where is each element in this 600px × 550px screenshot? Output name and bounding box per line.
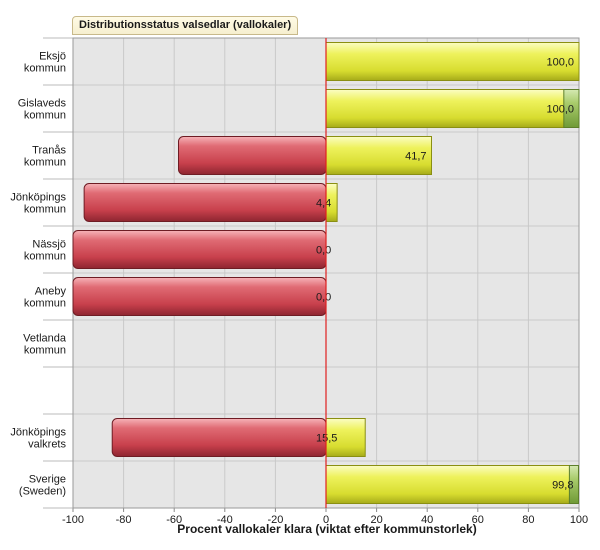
x-tick-label: -80 <box>116 514 132 526</box>
bar-ready <box>325 465 579 504</box>
data-label: 4,4 <box>316 198 331 210</box>
y-category-label-line: Sverige <box>29 474 66 486</box>
x-tick-label: 0 <box>323 514 329 526</box>
y-category-label: Eksjö kommun <box>24 51 66 75</box>
data-label: 15,5 <box>316 433 337 445</box>
bar-ready <box>325 42 580 81</box>
y-category-label-line: Aneby <box>35 286 67 298</box>
y-category-label-line: valkrets <box>28 439 66 451</box>
y-category-label-line: kommun <box>24 204 66 216</box>
bar-ready <box>325 89 580 128</box>
data-label: 0,0 <box>316 245 331 257</box>
y-category-label-line: Vetlanda <box>23 333 67 345</box>
y-category-label: Tranås kommun <box>24 145 67 169</box>
data-label: 100,0 <box>546 104 574 116</box>
y-category-label-line: kommun <box>24 298 66 310</box>
x-axis-title: Procent vallokaler klara (viktat efter k… <box>177 522 476 536</box>
y-category-label: Gislaveds kommun <box>18 98 67 122</box>
data-label: 0,0 <box>316 292 331 304</box>
x-tick-label: -100 <box>62 514 84 526</box>
y-category-label-line: Jönköpings <box>10 192 66 204</box>
bar-not-ready <box>111 418 327 457</box>
bar-segment-green <box>568 465 579 504</box>
y-category-label: Vetlanda kommun <box>23 333 67 357</box>
y-category-label-line: kommun <box>24 251 66 263</box>
y-category-label-line: kommun <box>24 157 66 169</box>
bar-ready <box>325 418 366 457</box>
y-category-label: Nässjö kommun <box>24 239 66 263</box>
y-category-label-line: Eksjö <box>39 51 66 63</box>
y-category-label: Aneby kommun <box>24 286 67 310</box>
bar-not-ready <box>72 230 327 269</box>
y-category-label-line: Tranås <box>32 145 66 157</box>
y-category-label: Jönköpings valkrets <box>10 427 66 451</box>
y-category-label-line: Jönköpings <box>10 427 66 439</box>
data-label: 99,8 <box>552 480 573 492</box>
y-category-label-line: kommun <box>24 345 66 357</box>
y-category-label-line: Gislaveds <box>18 98 67 110</box>
x-tick-label: 60 <box>472 514 484 526</box>
y-category-label-line: kommun <box>24 110 66 122</box>
x-tick-label: 100 <box>570 514 588 526</box>
x-tick-label: -60 <box>166 514 182 526</box>
y-category-label-line: kommun <box>24 63 66 75</box>
bar-ready <box>325 136 433 175</box>
data-label: 100,0 <box>546 57 574 69</box>
bar-not-ready <box>72 277 327 316</box>
x-tick-label: 40 <box>421 514 433 526</box>
bar-segment-green <box>563 89 580 128</box>
y-category-label-line: Nässjö <box>32 239 66 251</box>
y-category-label-line: (Sweden) <box>19 486 66 498</box>
chart-title: Distributionsstatus valsedlar (vallokale… <box>72 16 299 35</box>
bar-not-ready <box>83 183 327 222</box>
x-tick-label: 20 <box>370 514 382 526</box>
y-category-label: Jönköpings kommun <box>10 192 66 216</box>
x-tick-label: -40 <box>217 514 233 526</box>
data-label: 41,7 <box>405 151 426 163</box>
bar-not-ready <box>178 136 327 175</box>
x-tick-label: -20 <box>267 514 283 526</box>
y-category-label: Sverige (Sweden) <box>19 474 66 498</box>
x-tick-label: 80 <box>522 514 534 526</box>
